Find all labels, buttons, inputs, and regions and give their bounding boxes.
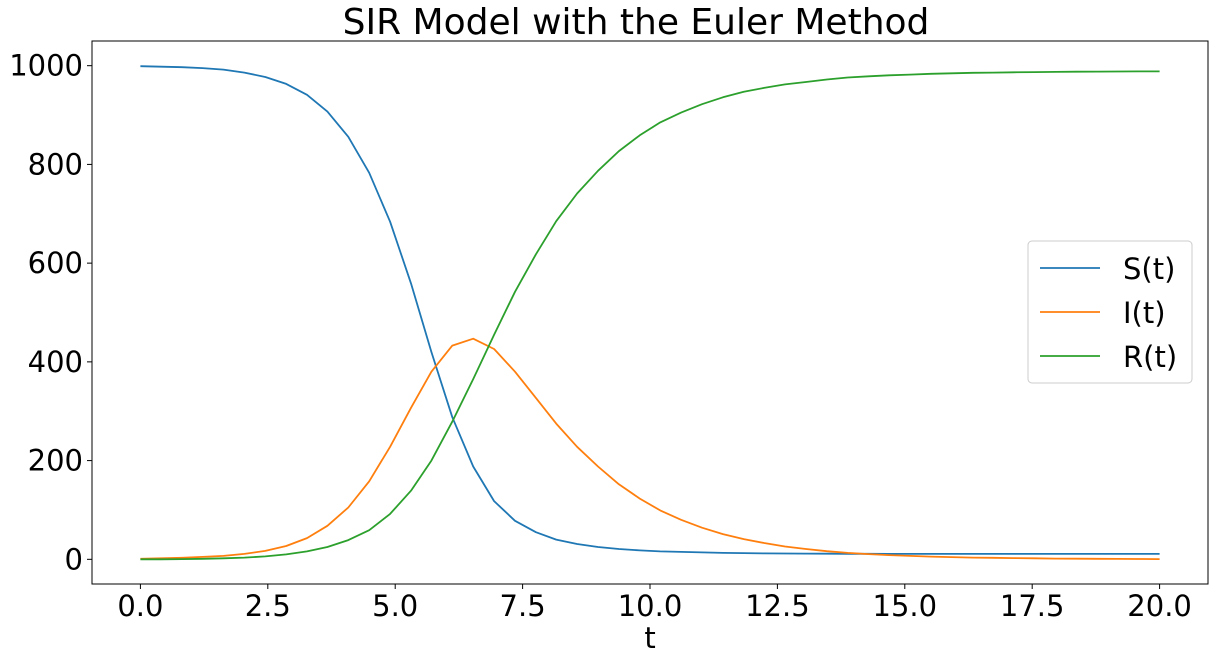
chart-title: SIR Model with the Euler Method [343,2,930,43]
x-tick-label: 15.0 [873,589,938,623]
legend: S(t) I(t) R(t) [1027,240,1193,384]
x-tick-label: 20.0 [1127,589,1192,623]
legend-label: R(t) [1123,340,1177,374]
x-tick-label: 5.0 [372,589,418,623]
series-line-rt [140,70,1160,561]
y-tick-label: 0 [65,542,83,576]
x-tick-label: 17.5 [1000,589,1065,623]
x-axis: 0.0 2.5 5.0 7.5 10.0 12.5 15.0 17.5 20.0 [117,584,1192,623]
plot-lines [140,65,1160,561]
x-tick-label: 7.5 [500,589,546,623]
x-axis-label: t [644,621,655,655]
x-tick-label: 12.5 [745,589,810,623]
x-tick-label: 10.0 [618,589,683,623]
legend-box [1027,240,1193,384]
y-tick-label: 600 [28,246,83,280]
x-tick-label: 0.0 [117,589,163,623]
series-line-it [140,337,1160,560]
legend-label: I(t) [1123,296,1166,330]
y-axis: 0 200 400 600 800 1000 [9,49,92,576]
y-tick-label: 200 [28,444,83,478]
y-tick-label: 400 [28,345,83,379]
y-tick-label: 800 [28,147,83,181]
y-tick-label: 1000 [9,49,83,83]
series-line-st [140,65,1160,555]
x-tick-label: 2.5 [245,589,291,623]
legend-label: S(t) [1123,252,1175,286]
